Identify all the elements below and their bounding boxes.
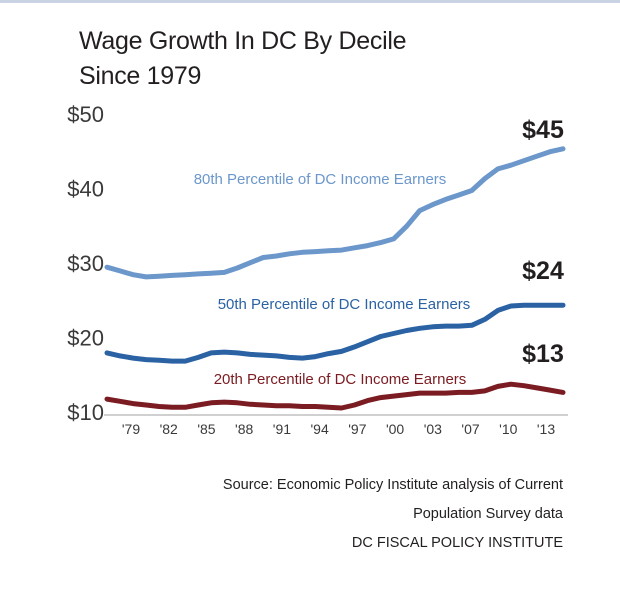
y-tick-label: $40	[67, 177, 104, 202]
series-label: 50th Percentile of DC Income Earners	[218, 296, 471, 313]
y-tick-label: $20	[67, 326, 104, 351]
x-tick-label: '88	[235, 421, 253, 437]
source-line-2: Population Survey data	[413, 506, 563, 522]
chart-title-line-1: Wage Growth In DC By Decile	[79, 27, 407, 55]
series-line	[104, 381, 566, 411]
source-note: Source: Economic Policy Institute analys…	[223, 471, 563, 558]
publisher-name: DC FISCAL POLICY INSTITUTE	[351, 535, 563, 551]
series-line	[104, 302, 566, 364]
end-value-label: $45	[522, 116, 564, 144]
x-tick-label: '79	[122, 421, 140, 437]
series-line	[104, 146, 566, 280]
chart-title: Wage Growth In DC By Decile Since 1979	[79, 24, 407, 94]
series-label: 80th Percentile of DC Income Earners	[194, 171, 447, 188]
series-label: 20th Percentile of DC Income Earners	[214, 371, 467, 388]
chart-title-line-2: Since 1979	[79, 62, 202, 90]
end-value-label: $13	[522, 340, 564, 368]
x-tick-label: '10	[499, 421, 517, 437]
y-tick-label: $30	[67, 251, 104, 276]
source-line-1: Source: Economic Policy Institute analys…	[222, 477, 563, 493]
x-tick-label: '85	[197, 421, 215, 437]
y-tick-label: $50	[67, 102, 104, 127]
x-tick-label: '91	[273, 421, 291, 437]
x-tick-label: '82	[160, 421, 178, 437]
x-tick-label: '07	[461, 421, 479, 437]
y-tick-label: $10	[67, 400, 104, 425]
x-tick-label: '97	[348, 421, 366, 437]
x-tick-label: '00	[386, 421, 404, 437]
top-border	[0, 0, 620, 3]
x-tick-label: '03	[424, 421, 442, 437]
x-tick-label: '94	[311, 421, 329, 437]
end-value-label: $24	[522, 257, 564, 285]
x-tick-label: '13	[537, 421, 555, 437]
